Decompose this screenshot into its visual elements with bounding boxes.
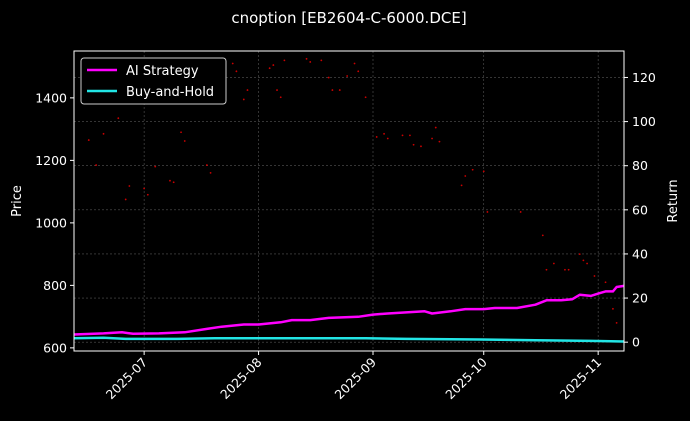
price-point <box>615 321 618 324</box>
right-y-tick-label: 80 <box>632 158 648 173</box>
price-point <box>169 179 171 182</box>
price-point <box>612 307 614 310</box>
right-y-tick-label: 0 <box>632 335 640 350</box>
price-point <box>545 268 548 271</box>
price-point <box>320 59 323 62</box>
left-y-tick-label: 600 <box>43 340 67 355</box>
price-point <box>279 96 282 99</box>
price-point <box>128 185 131 187</box>
price-point <box>420 145 422 148</box>
price-point <box>409 134 411 137</box>
price-point <box>375 136 378 138</box>
price-point <box>272 64 275 66</box>
price-point <box>346 75 349 77</box>
price-point <box>183 140 186 142</box>
legend-label-buy-and-hold: Buy-and-Hold <box>126 85 214 100</box>
price-point <box>143 187 146 190</box>
price-point <box>309 61 312 63</box>
price-point <box>582 259 585 262</box>
price-point <box>438 140 441 143</box>
price-point <box>401 134 404 137</box>
price-point <box>154 165 157 168</box>
price-point <box>276 89 278 91</box>
price-point <box>209 171 212 174</box>
price-point <box>460 184 463 187</box>
price-point <box>246 89 249 91</box>
legend-box <box>80 57 227 105</box>
right-axis-label: Return <box>666 179 681 222</box>
price-point <box>412 143 415 146</box>
left-axis-label: Price <box>10 185 25 217</box>
chart-title: cnoption [EB2604-C-6000.DCE] <box>231 9 466 27</box>
left-y-tick-label: 1400 <box>35 90 67 105</box>
price-point <box>102 132 105 135</box>
price-point <box>434 126 437 129</box>
price-point <box>117 117 120 120</box>
price-point <box>172 181 175 184</box>
price-point <box>357 70 360 73</box>
price-point <box>283 59 286 62</box>
price-point <box>471 168 474 171</box>
price-point <box>364 96 367 99</box>
price-point <box>87 139 90 141</box>
price-point <box>464 175 467 177</box>
series-line-ai-strategy <box>73 284 625 336</box>
right-y-tick-label: 120 <box>632 70 656 85</box>
price-point <box>231 62 234 65</box>
plot-frame <box>73 50 625 352</box>
right-y-tick-label: 20 <box>632 291 648 306</box>
price-point <box>180 131 182 134</box>
left-y-tick-label: 1000 <box>35 215 67 230</box>
price-point <box>431 137 433 140</box>
price-point <box>95 164 98 166</box>
price-point <box>486 211 489 213</box>
series-lines <box>73 284 625 343</box>
price-point <box>338 89 341 91</box>
price-point <box>305 57 308 60</box>
price-point <box>327 76 330 79</box>
price-point <box>578 253 581 256</box>
price-point <box>482 170 485 173</box>
price-point <box>564 268 566 271</box>
price-point <box>567 268 570 271</box>
price-point <box>541 234 544 237</box>
price-point <box>383 132 385 135</box>
price-points <box>87 57 618 324</box>
price-point <box>519 211 522 213</box>
price-point <box>386 137 389 140</box>
left-y-tick-label: 1200 <box>35 153 67 168</box>
price-point <box>242 98 245 101</box>
price-point <box>353 62 356 65</box>
price-point <box>205 164 208 166</box>
right-y-tick-label: 40 <box>632 246 648 261</box>
legend: AI Strategy Buy-and-Hold <box>80 57 227 105</box>
left-y-tick-label: 800 <box>43 278 67 293</box>
price-point <box>331 89 334 91</box>
right-y-tick-label: 60 <box>632 202 648 217</box>
price-point <box>586 262 588 265</box>
price-point <box>604 281 607 284</box>
legend-label-ai-strategy: AI Strategy <box>126 64 199 79</box>
price-point <box>124 198 127 201</box>
price-point <box>268 67 271 70</box>
left-y-axis: 600 800 1000 1200 1400 <box>35 90 74 355</box>
right-y-axis: 0 20 40 60 80 100 120 <box>624 70 656 350</box>
series-line-buy-and-hold <box>73 336 625 343</box>
price-point <box>235 70 238 73</box>
price-point <box>146 193 149 196</box>
price-point <box>593 275 596 277</box>
right-y-tick-label: 100 <box>632 114 656 129</box>
price-point <box>552 262 555 265</box>
